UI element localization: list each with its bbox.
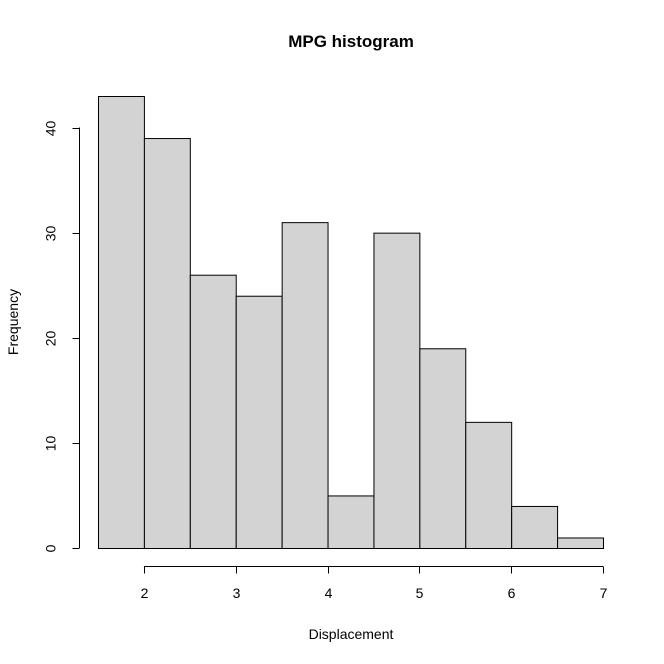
x-tick-label-7: 7 [600, 585, 608, 601]
histogram-bar-4 [235, 295, 283, 549]
x-tick-label-2: 2 [141, 585, 149, 601]
histogram-bar-2 [143, 138, 191, 549]
x-axis: 2 3 4 5 6 7 [141, 566, 608, 601]
histogram-bar-7 [373, 232, 421, 550]
y-tick-label-10: 10 [43, 436, 59, 452]
histogram-bar-1 [98, 96, 145, 549]
histogram-bar-11 [557, 537, 604, 549]
y-tick-label-40: 40 [43, 121, 59, 137]
x-tick-label-6: 6 [508, 585, 516, 601]
x-tick-label-5: 5 [416, 585, 424, 601]
histogram-bar-9 [465, 421, 513, 550]
y-axis-label: Frequency [5, 289, 21, 355]
x-tick-label-3: 3 [233, 585, 241, 601]
histogram-bar-3 [189, 274, 237, 549]
x-tick-label-4: 4 [325, 585, 333, 601]
y-tick-label-30: 30 [43, 226, 59, 242]
chart-title: MPG histogram [288, 32, 414, 51]
histogram-bar-5 [281, 222, 329, 550]
bars-group [98, 96, 604, 550]
histogram-bar-6 [327, 495, 375, 550]
x-axis-label: Displacement [309, 626, 394, 642]
y-tick-label-0: 0 [43, 544, 59, 552]
y-axis: 0 10 20 30 40 [43, 121, 80, 552]
histogram-bar-8 [419, 348, 467, 550]
histogram-bar-10 [511, 505, 559, 550]
y-tick-label-20: 20 [43, 331, 59, 347]
